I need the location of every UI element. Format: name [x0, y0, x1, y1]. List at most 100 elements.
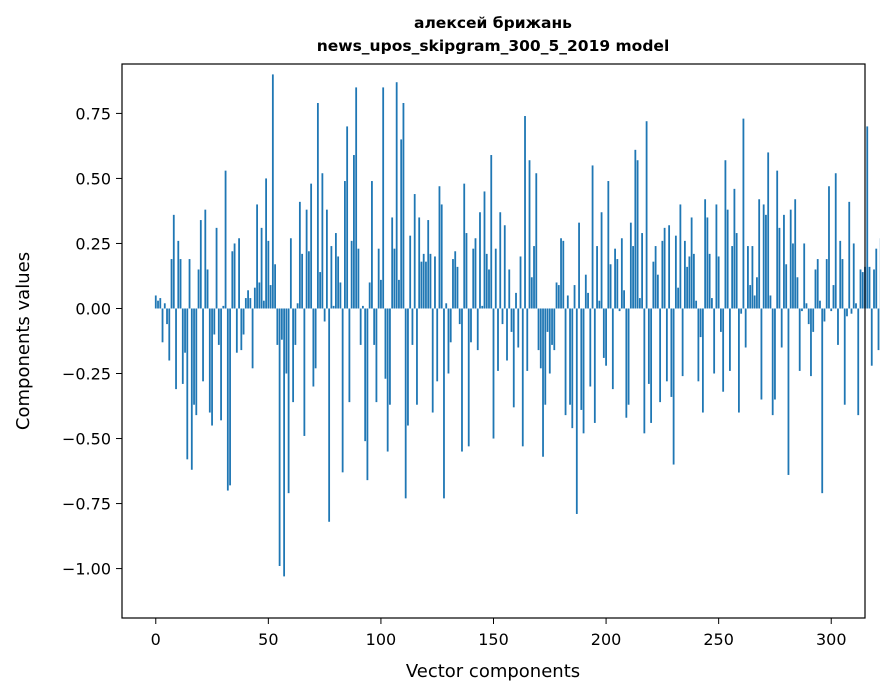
bar: [256, 204, 258, 308]
bar: [844, 308, 846, 404]
bar: [878, 308, 880, 350]
bar: [288, 308, 290, 493]
bar: [556, 282, 558, 308]
bar: [511, 308, 513, 331]
bar: [168, 308, 170, 360]
bar: [842, 259, 844, 308]
bar: [207, 269, 209, 308]
bar: [871, 308, 873, 365]
bar: [538, 308, 540, 350]
bar: [225, 171, 227, 309]
bar: [619, 308, 621, 311]
bar: [333, 306, 335, 309]
bar: [308, 251, 310, 308]
bar: [213, 308, 215, 334]
bar: [360, 308, 362, 344]
bar: [353, 155, 355, 308]
bar: [502, 308, 504, 324]
bar: [200, 220, 202, 308]
bar: [693, 254, 695, 309]
bar: [164, 303, 166, 308]
bar: [346, 126, 348, 308]
bar: [254, 288, 256, 309]
bar: [695, 301, 697, 309]
bar: [578, 223, 580, 309]
bar: [166, 308, 168, 324]
bar: [817, 259, 819, 308]
bar: [499, 212, 501, 308]
y-tick-label: −0.25: [62, 365, 111, 384]
bar: [177, 241, 179, 309]
chart-title: алексей брижань: [414, 14, 572, 32]
bar: [340, 282, 342, 308]
bar: [272, 74, 274, 308]
bar: [450, 308, 452, 342]
bar: [247, 290, 249, 308]
bar: [351, 241, 353, 309]
bar: [484, 191, 486, 308]
bar: [508, 269, 510, 308]
bar: [851, 308, 853, 313]
bar: [184, 308, 186, 352]
bar: [394, 249, 396, 309]
bar: [835, 173, 837, 308]
bar: [216, 228, 218, 309]
bar: [630, 223, 632, 309]
bar: [632, 246, 634, 308]
bar: [533, 246, 535, 308]
bar: [725, 160, 727, 308]
bar: [517, 308, 519, 347]
bar: [159, 298, 161, 308]
bar: [344, 181, 346, 308]
bar: [369, 282, 371, 308]
bar: [324, 308, 326, 321]
bar: [684, 241, 686, 309]
bar: [585, 275, 587, 309]
bar: [222, 306, 224, 309]
bar: [312, 308, 314, 386]
bar: [283, 308, 285, 576]
bar: [697, 308, 699, 381]
bar: [634, 150, 636, 309]
bar: [664, 228, 666, 309]
bar: [252, 308, 254, 368]
bar: [797, 277, 799, 308]
bar: [659, 308, 661, 402]
bar: [860, 269, 862, 308]
bar: [767, 152, 769, 308]
bar: [414, 194, 416, 308]
bar: [481, 306, 483, 309]
bar: [756, 277, 758, 308]
bar: [400, 139, 402, 308]
bar: [549, 308, 551, 373]
y-tick-label: −1.00: [62, 560, 111, 579]
bar: [569, 308, 571, 404]
bar: [799, 308, 801, 370]
x-tick-label: 150: [478, 630, 509, 649]
bar: [770, 295, 772, 308]
bar: [321, 173, 323, 308]
bar: [231, 251, 233, 308]
bar: [218, 308, 220, 344]
bar: [412, 308, 414, 344]
chart-subtitle: news_upos_skipgram_300_5_2019 model: [317, 37, 670, 55]
bar: [815, 269, 817, 308]
bar: [819, 301, 821, 309]
bar: [495, 249, 497, 309]
bar: [432, 308, 434, 412]
bar: [486, 254, 488, 309]
bar: [439, 186, 441, 308]
bar: [734, 189, 736, 309]
bar: [772, 308, 774, 415]
bar: [407, 308, 409, 425]
bar: [281, 308, 283, 339]
bar: [267, 241, 269, 309]
bar: [186, 308, 188, 459]
bar: [371, 181, 373, 308]
bar: [704, 199, 706, 308]
bar: [358, 249, 360, 309]
bar: [574, 285, 576, 308]
bar: [526, 308, 528, 370]
bar: [776, 171, 778, 309]
bar: [434, 256, 436, 308]
